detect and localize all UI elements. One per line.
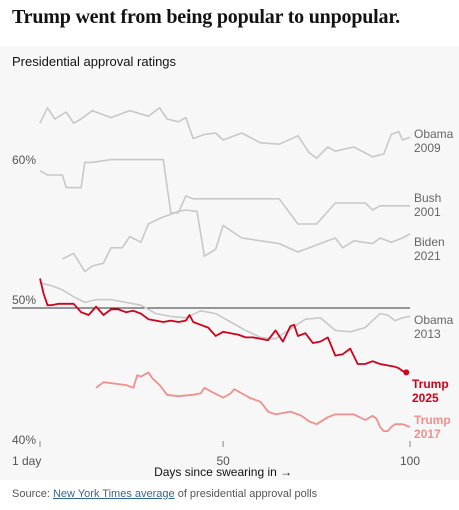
- source-suffix: of presidential approval polls: [174, 488, 318, 500]
- series-layer: [39, 107, 411, 433]
- series-line-bush-2001: [39, 158, 410, 225]
- source-note: Source: New York Times average of presid…: [12, 488, 317, 500]
- y-tick-label: 60%: [12, 153, 36, 167]
- x-tick-label: 1 day: [12, 454, 41, 468]
- series-label-trump-2017: 2017: [414, 427, 441, 441]
- series-line-obama-2009: [39, 107, 411, 159]
- series-label-trump-2017: Trump: [414, 413, 451, 427]
- source-prefix: Source:: [12, 488, 53, 500]
- y-tick-label: 50%: [12, 293, 36, 307]
- headline: Trump went from being popular to unpopul…: [12, 6, 400, 28]
- series-label-bush-2001: 2001: [414, 205, 441, 219]
- series-label-trump-2025: Trump: [412, 377, 449, 391]
- series-line-trump-2025: [39, 278, 407, 374]
- series-label-obama-2013: Obama: [414, 313, 454, 327]
- y-tick-label: 40%: [12, 433, 36, 447]
- x-axis: 1 day 50 100: [12, 441, 420, 468]
- chart-panel: [0, 46, 459, 480]
- series-label-biden-2021: Biden: [414, 235, 445, 249]
- x-tick-label: 100: [400, 454, 420, 468]
- series-end-labels: Obama2009Bush2001Biden2021Obama2013Trump…: [412, 127, 454, 441]
- series-label-obama-2009: 2009: [414, 141, 441, 155]
- x-tick-label: 50: [216, 454, 230, 468]
- chart-title: Presidential approval ratings: [12, 54, 177, 69]
- series-line-trump-2017: [95, 371, 411, 433]
- series-label-biden-2021: 2021: [414, 249, 441, 263]
- series-line-biden-2021: [62, 209, 411, 273]
- series-label-trump-2025: 2025: [412, 391, 439, 405]
- series-line-obama-2013: [39, 282, 411, 340]
- x-axis-label: Days since swearing in →: [154, 465, 292, 479]
- series-label-obama-2009: Obama: [414, 127, 454, 141]
- source-link[interactable]: New York Times average: [52, 488, 175, 500]
- series-label-bush-2001: Bush: [414, 191, 441, 205]
- series-label-obama-2013: 2013: [414, 327, 441, 341]
- end-dot-trump-2025: [403, 369, 410, 376]
- y-tick-labels: 60% 50% 40%: [12, 153, 36, 447]
- approval-chart: 60%50%40% 1 day 50 100 Obama2009Bush2001Bi…: [12, 107, 454, 479]
